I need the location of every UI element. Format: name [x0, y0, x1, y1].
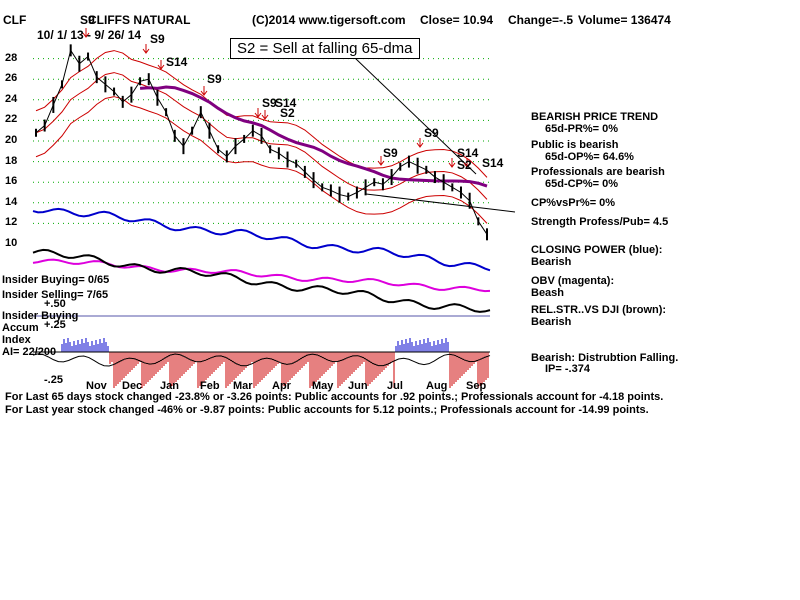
change-value: Change=-.5 [508, 13, 574, 27]
obv-status: Beash [531, 287, 565, 299]
y-tick-label: 10 [5, 237, 18, 249]
signal-arrows [82, 28, 471, 168]
y-tick-label: 12 [5, 216, 18, 229]
down-arrow-head [254, 112, 262, 118]
x-tick-label: May [312, 380, 334, 392]
price-bars [35, 44, 488, 241]
down-arrow-head [261, 114, 269, 120]
ticker-label: CLF [3, 13, 27, 27]
closing-power-label: CLOSING POWER (blue): [531, 244, 663, 256]
pr-value: 65d-PR%= 0% [545, 123, 619, 135]
signal-label: S14 [482, 156, 504, 170]
y-tick-label: 20 [5, 134, 18, 146]
ip-value: IP= -.374 [545, 363, 590, 375]
annotation-box: S2 = Sell at falling 65-dma [230, 38, 420, 59]
trend-lines [354, 57, 516, 213]
down-arrow-head [463, 162, 471, 168]
y-tick-label: 18 [5, 154, 18, 167]
ai-label: AI= 22/200 [2, 346, 57, 358]
lower-band [35, 96, 488, 224]
x-tick-label: Apr [272, 380, 291, 392]
footer-last-year: For Last year stock changed -46% or -9.8… [5, 404, 649, 416]
accum-index-histogram [32, 338, 491, 388]
relstr-status: Bearish [531, 316, 572, 328]
date-range: 10/ 1/ 13 - 9/ 26/ 14 [37, 28, 142, 42]
cpvspr-value: CP%vsPr%= 0% [531, 197, 616, 209]
insider-buying-label: Insider Buying= 0/65 [2, 274, 110, 286]
x-tick-label: Jul [387, 380, 403, 392]
footer-65-days: For Last 65 days stock changed -23.8% or… [5, 391, 664, 403]
minus-25-label: -.25 [44, 374, 63, 386]
signal-label: S9 [150, 32, 165, 46]
down-arrow-head [377, 160, 385, 166]
upper-band [35, 50, 488, 178]
down-arrow-head [157, 64, 165, 70]
x-tick-label: Sep [466, 380, 487, 392]
plus-50-label: +.50 [44, 298, 66, 310]
index-label: Index [2, 334, 31, 346]
x-tick-label: Nov [86, 380, 107, 392]
down-arrow-head [416, 142, 424, 148]
x-tick-label: Aug [426, 380, 448, 392]
plus-25-label: +.25 [44, 319, 66, 331]
insider-buying-label-2: Insider Buying [2, 310, 79, 322]
signal-label: S9 [424, 126, 439, 140]
accum-label: Accum [2, 322, 39, 334]
y-tick-label: 24 [5, 92, 18, 105]
65-dma-line [139, 85, 488, 188]
x-tick-label: Dec [122, 380, 143, 392]
price-line [35, 49, 488, 235]
signal-label: S2 [457, 158, 472, 172]
op-value: 65d-OP%= 64.6% [545, 151, 634, 163]
volume-value: Volume= 136474 [578, 13, 671, 27]
insider-selling-label: Insider Selling= 7/65 [2, 289, 109, 301]
signal-label: S2 [280, 106, 295, 120]
trend-line [365, 193, 516, 213]
down-arrow-head [142, 48, 150, 54]
signal-label: S14 [275, 96, 297, 110]
signal-label: S9 [383, 146, 398, 160]
strength-value: Strength Profess/Pub= 4.5 [531, 216, 669, 228]
signal-label: S9 [80, 13, 95, 27]
down-arrow-head [200, 90, 208, 96]
company-name: CLIFFS NATURAL [88, 13, 191, 27]
signal-label: S14 [166, 55, 188, 69]
y-tick-label: 28 [5, 51, 18, 64]
signal-label: S9 [262, 96, 277, 110]
accum-ma-line [32, 353, 491, 367]
y-tick-label: 26 [5, 72, 18, 85]
rel-str-path [32, 248, 491, 313]
y-tick-label: 16 [5, 175, 18, 188]
y-tick-label: 14 [5, 195, 18, 208]
cp-value: 65d-CP%= 0% [545, 178, 619, 190]
obv-label: OBV (magenta): [531, 275, 615, 287]
x-tick-label: Jun [348, 380, 368, 392]
signal-label: S9 [207, 72, 222, 86]
public-status: Public is bearish [531, 139, 619, 151]
x-tick-label: Mar [233, 380, 253, 392]
y-tick-label: 22 [5, 113, 18, 126]
x-tick-label: Jan [160, 380, 179, 392]
prof-status: Professionals are bearish [531, 166, 665, 178]
ma65-line [139, 85, 488, 188]
relstr-label: REL.STR..VS DJI (brown): [531, 304, 667, 316]
down-arrow-head [448, 162, 456, 168]
copyright: (C)2014 www.tigersoft.com [252, 13, 406, 27]
trend-title: BEARISH PRICE TREND [531, 111, 659, 123]
signal-label: S14 [457, 146, 479, 160]
distribution-status: Bearish: Distrubtion Falling. [531, 352, 679, 364]
x-tick-label: Feb [200, 380, 220, 392]
close-value: Close= 10.94 [420, 13, 494, 27]
closing-power-status: Bearish [531, 256, 572, 268]
closing-power-line [32, 207, 491, 272]
rel-str-line [32, 248, 491, 317]
down-arrow-head [82, 32, 90, 38]
closing-power-path [32, 207, 491, 272]
trend-line [354, 57, 477, 175]
